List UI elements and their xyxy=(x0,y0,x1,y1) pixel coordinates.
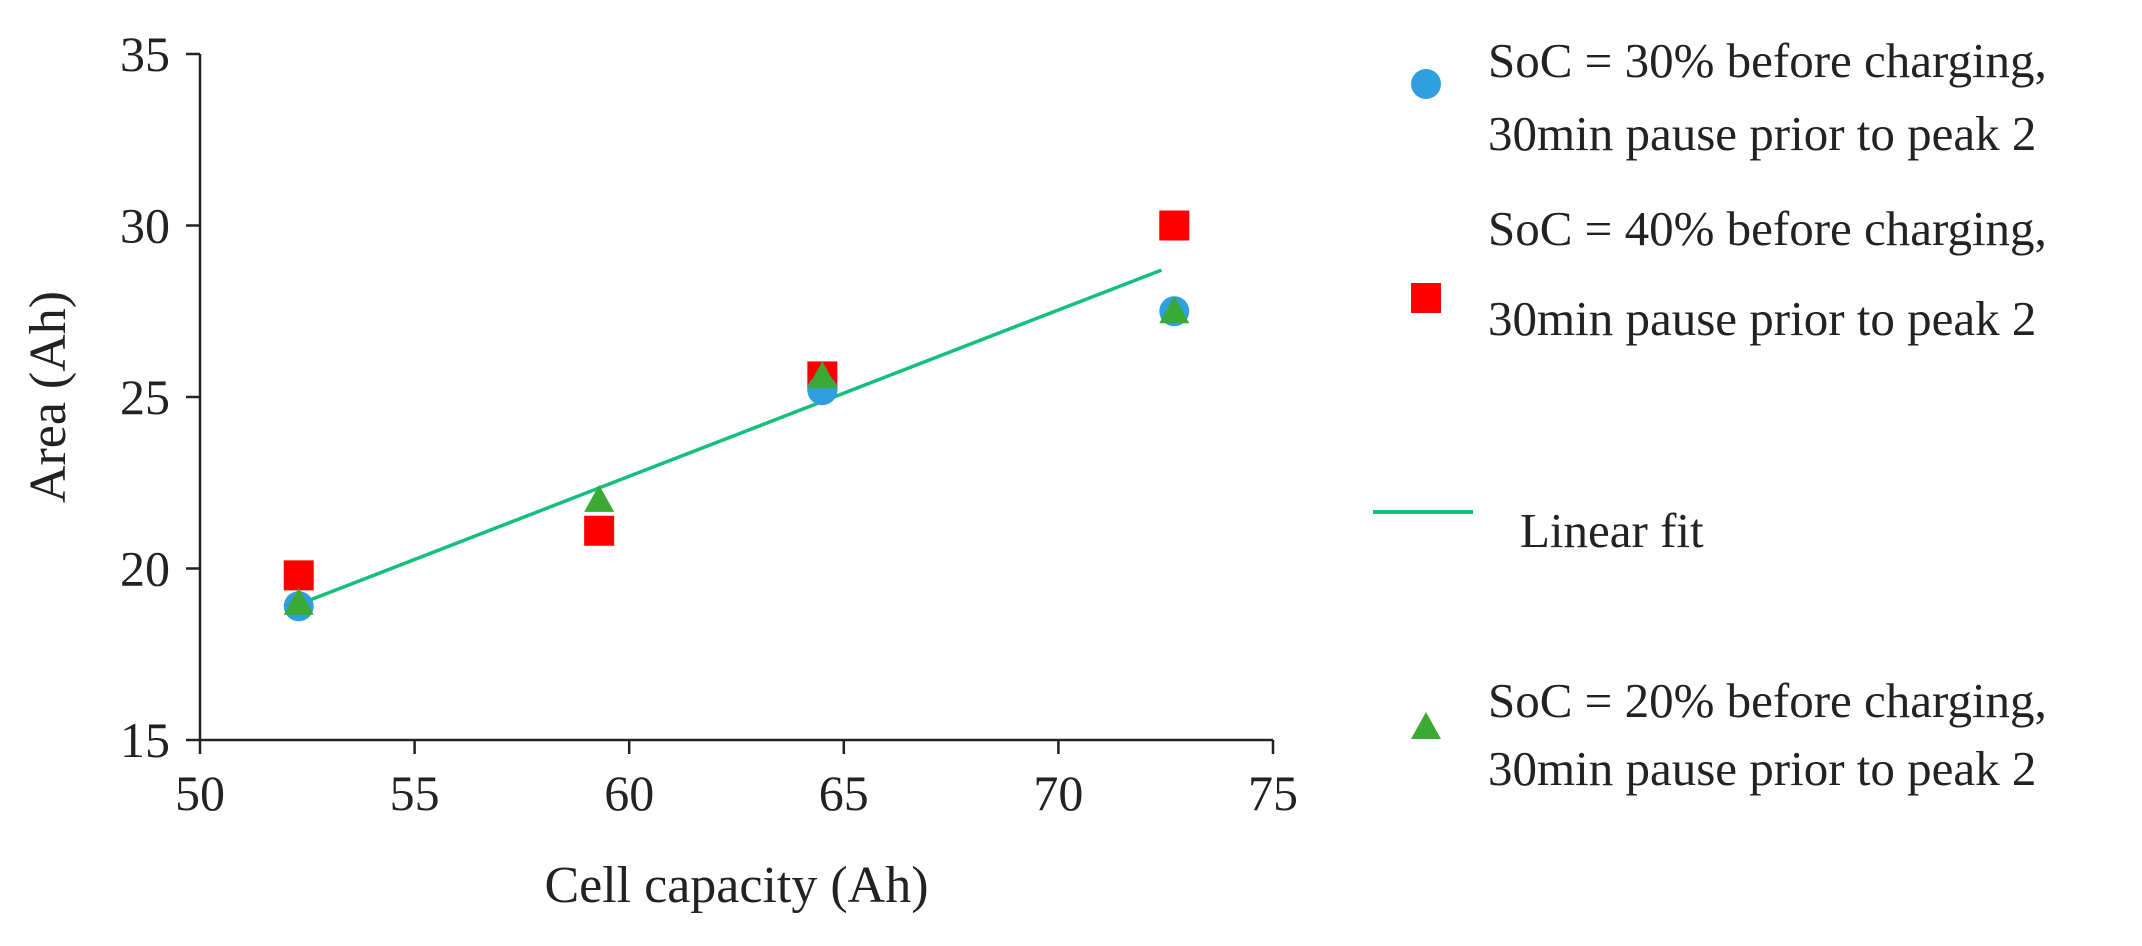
x-tick-label: 75 xyxy=(1248,765,1298,821)
legend: SoC = 30% before charging, 30min pause pr… xyxy=(1373,33,2047,796)
x-tick-label: 60 xyxy=(604,765,654,821)
legend-label: 30min pause prior to peak 2 xyxy=(1488,741,2036,796)
ticks: 50 55 60 65 70 75 15 20 25 30 35 xyxy=(120,26,1298,821)
legend-item-fit: Linear fit xyxy=(1373,503,1704,558)
x-tick-label: 55 xyxy=(390,765,440,821)
x-axis-title: Cell capacity (Ah) xyxy=(544,857,928,914)
fit-line xyxy=(310,268,1163,602)
axes xyxy=(198,54,1273,742)
y-tick-label: 30 xyxy=(120,198,170,254)
legend-label: 30min pause prior to peak 2 xyxy=(1488,291,2036,346)
legend-label: SoC = 20% before charging, xyxy=(1488,673,2047,728)
legend-marker-square xyxy=(1411,283,1441,313)
legend-label: 30min pause prior to peak 2 xyxy=(1488,106,2036,161)
y-tick-label: 35 xyxy=(120,26,170,82)
legend-item-soc30: SoC = 30% before charging, 30min pause pr… xyxy=(1411,33,2047,161)
legend-item-soc40: SoC = 40% before charging, 30min pause pr… xyxy=(1411,201,2047,346)
plot-area xyxy=(283,210,1190,622)
x-tick-label: 65 xyxy=(819,765,869,821)
soc40-point xyxy=(283,560,314,591)
y-axis-title: Area (Ah) xyxy=(20,291,77,503)
x-tick-label: 50 xyxy=(175,765,225,821)
soc20-point xyxy=(283,587,314,615)
legend-label: SoC = 30% before charging, xyxy=(1488,33,2047,88)
soc20-point xyxy=(584,484,615,512)
legend-label: Linear fit xyxy=(1520,503,1704,558)
legend-label: SoC = 40% before charging, xyxy=(1488,201,2047,256)
x-tick-label: 70 xyxy=(1033,765,1083,821)
soc20-point xyxy=(1159,296,1190,324)
y-tick-label: 15 xyxy=(120,712,170,768)
y-tick-label: 20 xyxy=(120,541,170,597)
soc40-point xyxy=(584,515,615,546)
legend-marker-triangle xyxy=(1411,712,1441,739)
legend-item-soc20: SoC = 20% before charging, 30min pause pr… xyxy=(1411,673,2047,796)
y-tick-label: 25 xyxy=(120,369,170,425)
soc40-point xyxy=(1159,210,1190,241)
soc20-point xyxy=(807,361,838,389)
legend-marker-circle xyxy=(1411,69,1441,99)
